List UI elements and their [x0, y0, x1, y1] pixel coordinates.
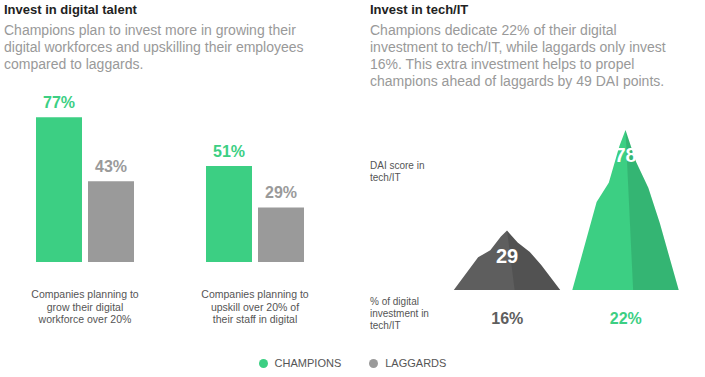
svg-text:43%: 43% — [95, 158, 127, 175]
html-text:Champions dedicate 22% of thei: Champions dedicate 22% of their digital … — [370, 22, 666, 89]
html-text:LAGGARDS: LAGGARDS — [385, 357, 447, 369]
svg-text:29%: 29% — [265, 184, 297, 201]
svg-text:22%: 22% — [610, 310, 642, 327]
svg-text:51%: 51% — [213, 143, 245, 160]
svg-text:77%: 77% — [43, 94, 75, 111]
html-text:Invest in tech/IT: Invest in tech/IT — [370, 2, 469, 17]
html-text:DAI score in tech/IT: DAI score in tech/IT — [370, 160, 425, 183]
html-text:Invest in digital talent: Invest in digital talent — [4, 2, 137, 17]
html-text:CHAMPIONS: CHAMPIONS — [274, 357, 342, 369]
svg-text:78: 78 — [614, 144, 636, 166]
svg-text:16%: 16% — [491, 310, 523, 327]
html-text:Champions plan to invest more: Champions plan to invest more in growing… — [4, 22, 304, 72]
svg-text:Companies planning toupskill o: Companies planning toupskill over 20% of… — [201, 288, 309, 325]
svg-text:Companies planning togrow thei: Companies planning togrow their digitalw… — [31, 288, 139, 325]
svg-text:29: 29 — [496, 245, 518, 267]
html-text:% of digital investment in tec: % of digital investment in tech/IT — [370, 296, 429, 331]
